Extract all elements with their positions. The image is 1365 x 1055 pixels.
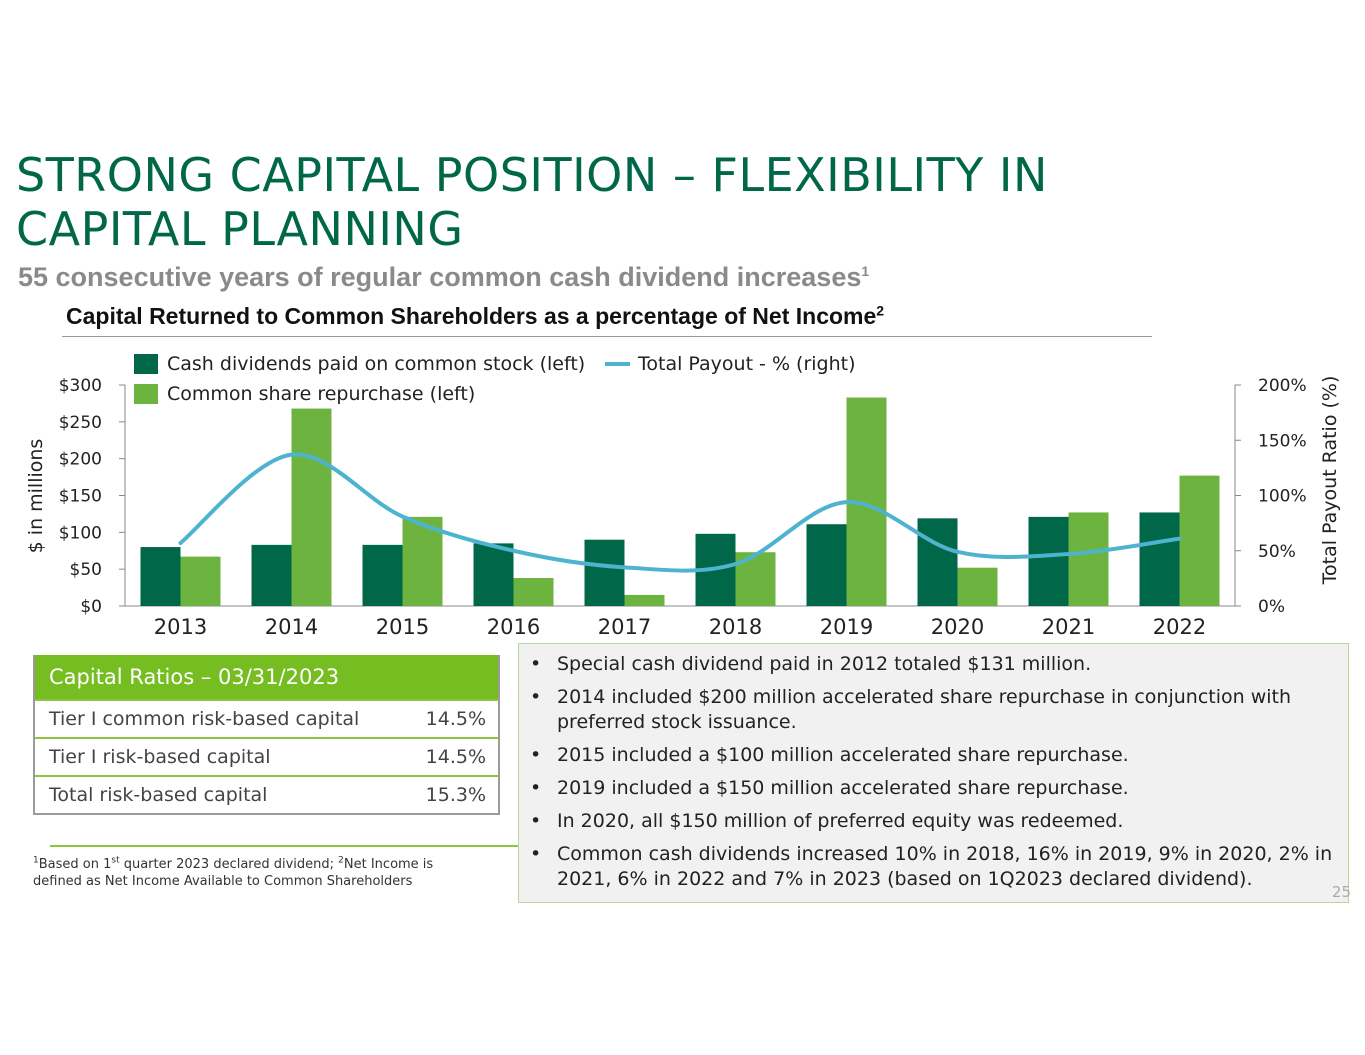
x-tick-label: 2014 (265, 615, 318, 639)
payout-line (178, 452, 1182, 573)
bullet: • (530, 843, 542, 865)
y-tick-label: $300 (59, 376, 102, 396)
list-item: • 2014 included $200 million accelerated … (530, 685, 1334, 735)
note-text: Common cash dividends increased 10% in 2… (557, 843, 1333, 890)
bar-dividends-2019 (806, 524, 847, 606)
y-axis-title: $ in millions (25, 439, 47, 554)
chart-legend: Cash dividends paid on common stock (lef… (134, 353, 856, 405)
x-tick-label: 2020 (931, 615, 984, 639)
list-item: • 2019 included a $150 million accelerate… (530, 776, 1334, 801)
bullet: • (530, 810, 542, 832)
bar-repurchase-2020 (957, 567, 998, 606)
note-text: 2014 included $200 million accelerated s… (557, 686, 1292, 733)
list-item: • 2015 included a $100 million accelerate… (530, 743, 1334, 768)
title-line-2: CAPITAL PLANNING (16, 202, 464, 256)
x-tick-label: 2022 (1153, 615, 1206, 639)
heading-divider (62, 336, 1152, 337)
bar-dividends-2017 (584, 539, 625, 606)
bar-repurchase-2021 (1068, 512, 1109, 606)
table-row: Tier I common risk-based capital 14.5% (35, 699, 498, 737)
ratio-value: 14.5% (425, 708, 486, 730)
y2-tick-label: 50% (1258, 542, 1296, 562)
y-tick-label: $150 (59, 487, 102, 507)
chart-heading-text: Capital Returned to Common Shareholders … (66, 303, 877, 329)
y2-tick-label: 150% (1258, 431, 1307, 451)
footnote: 1Based on 1st quarter 2023 declared divi… (33, 856, 473, 890)
subtitle-text: 55 consecutive years of regular common c… (18, 262, 862, 292)
bar-repurchase-2013 (180, 556, 221, 606)
bar-dividends-2014 (251, 544, 292, 606)
bar-dividends-2022 (1139, 512, 1180, 606)
slide-title: STRONG CAPITAL POSITION – FLEXIBILITY IN… (16, 148, 1048, 256)
footnote-text-1: Based on 1 (38, 857, 112, 872)
footnote-ref-2: 2 (338, 855, 344, 866)
y-tick-label: $200 (59, 450, 102, 470)
bar-dividends-2013 (140, 547, 181, 606)
x-tick-label: 2018 (709, 615, 762, 639)
bullet: • (530, 686, 542, 708)
bar-repurchase-2015 (402, 516, 443, 606)
footnote-text-2: quarter 2023 declared dividend; (119, 857, 339, 872)
bar-repurchase-2017 (624, 594, 665, 606)
bar-repurchase-2016 (513, 578, 554, 606)
list-item: • Special cash dividend paid in 2012 tota… (530, 652, 1334, 677)
bar-dividends-2016 (473, 543, 514, 606)
capital-ratios-header: Capital Ratios – 03/31/2023 (35, 655, 498, 699)
list-item: • Common cash dividends increased 10% in … (530, 842, 1334, 892)
subtitle: 55 consecutive years of regular common c… (18, 262, 869, 293)
footnote-divider (50, 845, 520, 847)
x-tick-label: 2021 (1042, 615, 1095, 639)
legend-swatch-repurchase (134, 384, 158, 404)
subtitle-footnote-ref: 1 (861, 263, 870, 279)
bar-repurchase-2014 (291, 408, 332, 606)
table-row: Total risk-based capital 15.3% (35, 775, 498, 813)
note-text: Special cash dividend paid in 2012 total… (557, 653, 1092, 675)
legend-label-payout: Total Payout - % (right) (637, 353, 856, 375)
capital-ratios-table: Capital Ratios – 03/31/2023 Tier I commo… (33, 655, 500, 815)
y-tick-label: $0 (80, 597, 102, 617)
note-text: 2019 included a $150 million accelerated… (557, 777, 1129, 799)
bar-dividends-2020 (917, 518, 958, 606)
x-tick-label: 2019 (820, 615, 873, 639)
list-item: • In 2020, all $150 million of preferred … (530, 809, 1334, 834)
x-tick-label: 2016 (487, 615, 540, 639)
note-text: 2015 included a $100 million accelerated… (557, 744, 1129, 766)
legend-label-dividends: Cash dividends paid on common stock (lef… (167, 353, 585, 375)
x-tick-label: 2013 (154, 615, 207, 639)
legend-swatch-dividends (134, 354, 158, 374)
bullet: • (530, 653, 542, 675)
ratio-label: Tier I risk-based capital (49, 746, 271, 768)
y-tick-label: $250 (59, 413, 102, 433)
table-row: Tier I risk-based capital 14.5% (35, 737, 498, 775)
footnote-text-3: Net Income is defined as Net Income Avai… (33, 857, 434, 889)
capital-returned-chart: Cash dividends paid on common stock (lef… (25, 353, 1341, 639)
legend-label-repurchase: Common share repurchase (left) (167, 383, 475, 405)
bullet: • (530, 777, 542, 799)
y-tick-label: $100 (59, 523, 102, 543)
chart-heading-footnote-ref: 2 (876, 302, 885, 319)
footnote-ref-1: 1 (33, 855, 39, 866)
chart-heading: Capital Returned to Common Shareholders … (66, 303, 884, 330)
y2-tick-label: 100% (1258, 487, 1307, 507)
y-tick-label: $50 (70, 560, 102, 580)
bar-repurchase-2022 (1179, 475, 1220, 606)
ratio-value: 14.5% (425, 746, 486, 768)
bullet: • (530, 744, 542, 766)
bar-dividends-2021 (1028, 516, 1069, 606)
notes-panel: • Special cash dividend paid in 2012 tota… (518, 643, 1349, 903)
page-number: 25 (1331, 883, 1351, 901)
ratio-label: Total risk-based capital (49, 784, 268, 806)
x-tick-label: 2015 (376, 615, 429, 639)
y2-tick-label: 200% (1258, 376, 1307, 396)
y2-axis-title: Total Payout Ratio (%) (1319, 376, 1341, 586)
ratio-value: 15.3% (425, 784, 486, 806)
x-tick-label: 2017 (598, 615, 651, 639)
footnote-ordinal: st (111, 855, 120, 866)
y2-tick-label: 0% (1258, 597, 1285, 617)
title-line-1: STRONG CAPITAL POSITION – FLEXIBILITY IN (16, 148, 1048, 202)
bar-dividends-2015 (362, 544, 403, 606)
plot-area: $0 $50 $100 $150 $200 $250 $300 0% 50% 100% 150% 20… (59, 376, 1307, 639)
ratio-label: Tier I common risk-based capital (49, 708, 360, 730)
note-text: In 2020, all $150 million of preferred e… (557, 810, 1124, 832)
